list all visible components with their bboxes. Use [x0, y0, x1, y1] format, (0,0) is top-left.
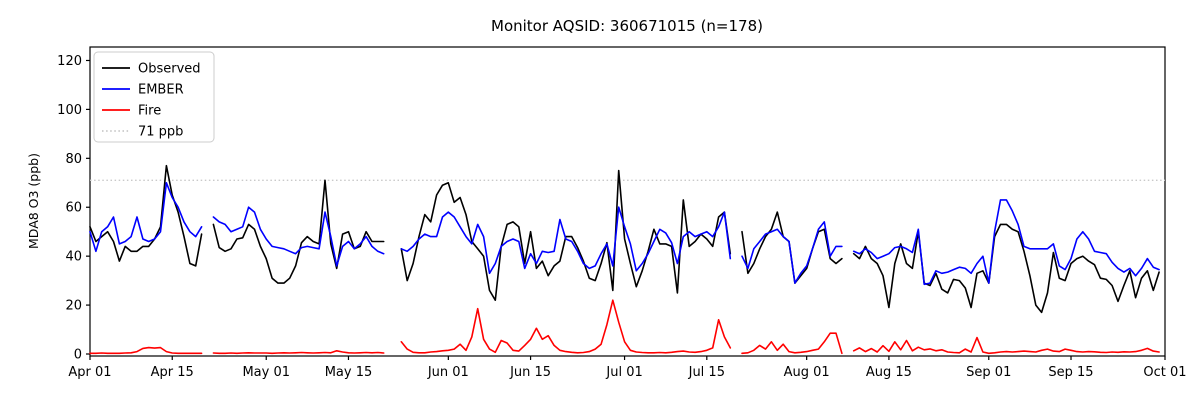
y-tick-label: 80	[65, 152, 82, 167]
legend-label-71-ppb: 71 ppb	[138, 125, 183, 140]
y-tick-label: 120	[57, 54, 82, 69]
observed-line	[89, 164, 1160, 314]
x-tick-label: Aug 01	[784, 365, 830, 380]
axes-spines	[89, 46, 1166, 357]
y-tick-label: 0	[74, 348, 82, 363]
legend-box	[93, 51, 215, 143]
plot-frame	[89, 46, 1166, 357]
x-tick-label: Jul 15	[688, 365, 725, 380]
y-tick-label: 40	[65, 250, 82, 265]
legend-label-observed: Observed	[138, 62, 201, 77]
ember-line	[89, 182, 1160, 286]
y-axis-label: MDA8 O3 (ppb)	[26, 153, 41, 249]
y-axis-ticks: 0 20 40 60 80 100 120	[57, 54, 90, 363]
data-series-group	[89, 164, 1160, 355]
x-tick-label: Sep 01	[966, 365, 1011, 380]
x-tick-label: Aug 15	[866, 365, 912, 380]
x-tick-label: May 01	[242, 365, 290, 380]
legend-label-ember: EMBER	[138, 83, 184, 98]
chart-title: Monitor AQSID: 360671015 (n=178)	[491, 17, 763, 35]
x-tick-label: Oct 01	[1143, 365, 1186, 380]
y-tick-label: 60	[65, 201, 82, 216]
x-tick-label: Jun 01	[427, 365, 469, 380]
y-tick-label: 20	[65, 299, 82, 314]
x-tick-label: Jul 01	[605, 365, 642, 380]
legend-label-fire: Fire	[138, 104, 161, 119]
x-tick-label: Sep 15	[1048, 365, 1093, 380]
legend: Observed EMBER Fire 71 ppb	[93, 51, 215, 143]
fire-line	[89, 299, 1160, 355]
y-tick-label: 100	[57, 103, 82, 118]
x-tick-label: Apr 01	[68, 365, 111, 380]
x-tick-label: Jun 15	[509, 365, 551, 380]
x-tick-label: May 15	[325, 365, 373, 380]
x-tick-label: Apr 15	[151, 365, 194, 380]
x-axis-ticks: Apr 01 Apr 15 May 01 May 15 Jun 01 Jun 15 Jul …	[68, 356, 1187, 380]
